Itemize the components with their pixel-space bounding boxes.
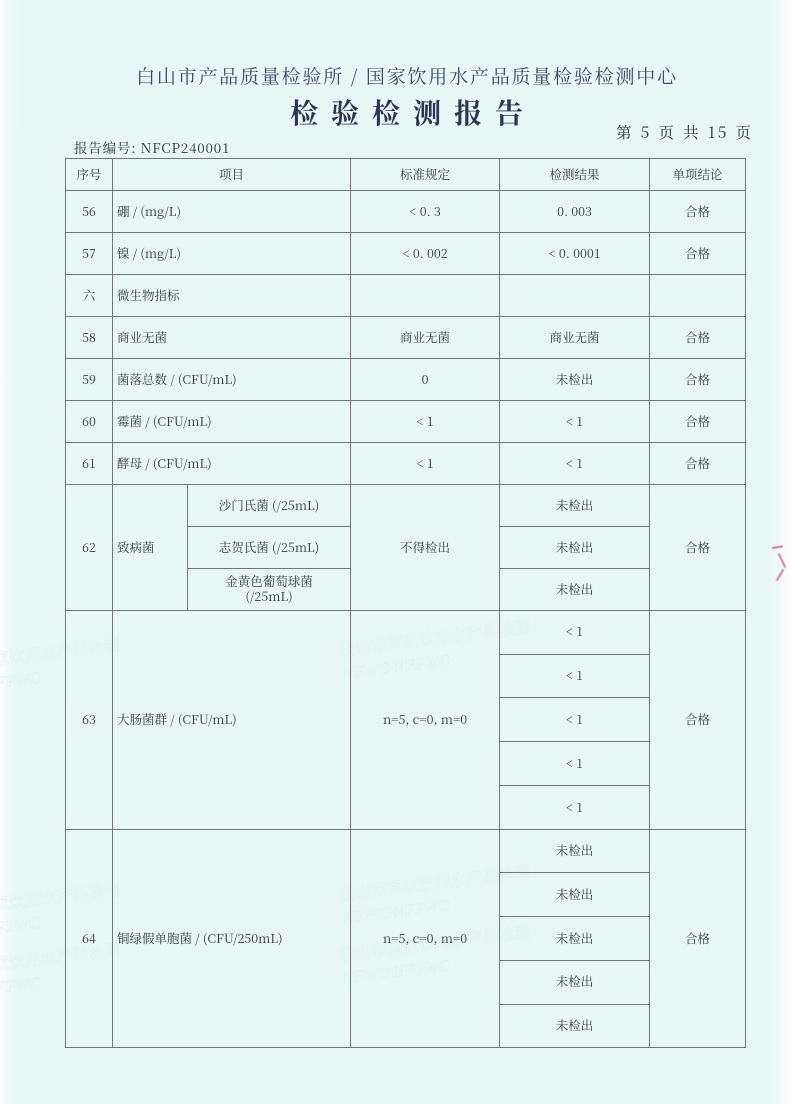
svg-text:NFWC·NFPWC: NFWC·NFPWC	[0, 975, 41, 1005]
svg-text:NFWC·NFPWC: NFWC·NFPWC	[0, 670, 41, 700]
svg-text:NFWC·NFPWC: NFWC·NFPWC	[0, 915, 41, 945]
